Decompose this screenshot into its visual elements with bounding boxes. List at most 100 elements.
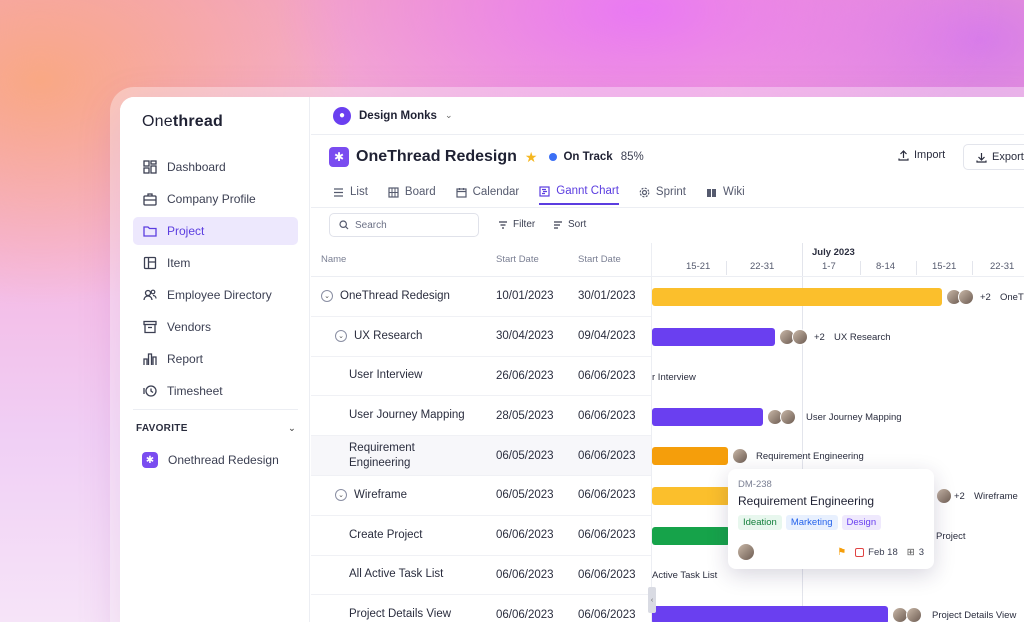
- task-meta: ⚑ Feb 18 ⊞ 3: [837, 547, 924, 558]
- view-tabs: List Board Calendar Gannt Chart Sprint W…: [333, 179, 765, 207]
- column-header-start-date[interactable]: Start Date: [496, 254, 539, 265]
- sidebar-item-item[interactable]: Item: [133, 249, 298, 277]
- status-badge[interactable]: On Track: [563, 151, 613, 163]
- star-icon[interactable]: ★: [524, 148, 538, 165]
- search-placeholder: Search: [355, 219, 387, 231]
- tab-sprint[interactable]: Sprint: [639, 179, 686, 205]
- search-input[interactable]: Search: [329, 213, 479, 237]
- favorite-section-header[interactable]: FAVORITE ⌄: [136, 423, 296, 434]
- export-button[interactable]: Export: [963, 144, 1024, 170]
- tab-gantt-chart[interactable]: Gannt Chart: [539, 179, 619, 205]
- tab-board[interactable]: Board: [388, 179, 436, 205]
- chevron-down-icon[interactable]: ⌄: [288, 423, 296, 433]
- sidebar-item-label: Vendors: [167, 320, 212, 334]
- favorite-item-label: Onethread Redesign: [168, 453, 279, 467]
- task-name: User Interview: [349, 369, 423, 382]
- sidebar-item-report[interactable]: Report: [133, 345, 298, 373]
- table-row[interactable]: ⌄ UX Research 30/04/2023 09/04/2023: [311, 317, 651, 357]
- filter-icon: [499, 220, 507, 229]
- gantt-bar-label: UX Research: [834, 332, 891, 343]
- week-separator: [726, 261, 727, 275]
- week-label: 15-21: [932, 261, 957, 272]
- task-popover[interactable]: DM-238 Requirement Engineering Ideation …: [728, 469, 934, 569]
- table-row[interactable]: User Journey Mapping 28/05/2023 06/06/2023: [311, 396, 651, 437]
- avatar: [936, 488, 952, 504]
- end-date-cell: 30/01/2023: [578, 290, 636, 303]
- download-icon: [976, 152, 987, 163]
- favorite-item-onethread-redesign[interactable]: ✱ Onethread Redesign: [142, 452, 279, 468]
- sidebar-nav: Dashboard Company Profile Project Item E…: [133, 153, 298, 409]
- workspace-switcher[interactable]: ● Design Monks ⌄: [311, 97, 1024, 135]
- favorite-heading: FAVORITE: [136, 423, 188, 434]
- task-name-cell: ⌄ UX Research: [311, 329, 487, 344]
- search-icon: [339, 220, 349, 230]
- sort-button[interactable]: Sort: [553, 219, 586, 230]
- panel-resize-handle[interactable]: ‹: [648, 587, 656, 613]
- task-name: Wireframe: [354, 488, 408, 501]
- filter-button[interactable]: Filter: [498, 219, 535, 230]
- tag-ideation[interactable]: Ideation: [738, 515, 782, 530]
- timeline-header-divider: [652, 276, 1024, 277]
- table-row[interactable]: ⌄ OneThread Redesign 10/01/2023 30/01/2023: [311, 277, 651, 317]
- sidebar-item-project[interactable]: Project: [133, 217, 298, 245]
- tab-label: Board: [404, 186, 436, 198]
- tab-label: Wiki: [722, 186, 745, 198]
- app-logo: Onethread: [142, 113, 223, 130]
- tag-marketing[interactable]: Marketing: [785, 515, 838, 530]
- sidebar-item-company-profile[interactable]: Company Profile: [133, 185, 298, 213]
- start-date-cell: 06/06/2023: [496, 529, 554, 542]
- chevron-down-icon[interactable]: ⌄: [335, 489, 347, 502]
- end-date-cell: 06/06/2023: [578, 409, 636, 422]
- gantt-bar-requirement-engineering[interactable]: [652, 447, 728, 465]
- gantt-bar-label: Project Details View: [932, 610, 1017, 621]
- table-row[interactable]: All Active Task List 06/06/2023 06/06/2023: [311, 556, 651, 596]
- sidebar-item-dashboard[interactable]: Dashboard: [133, 153, 298, 181]
- due-date: Feb 18: [868, 546, 898, 558]
- task-name: Project Details View: [349, 608, 452, 621]
- table-row[interactable]: User Interview 26/06/2023 06/06/2023: [311, 357, 651, 397]
- sidebar-item-employee-directory[interactable]: Employee Directory: [133, 281, 298, 309]
- tab-label: Gannt Chart: [556, 185, 619, 197]
- gantt-bar-user-journey-mapping[interactable]: [652, 408, 763, 426]
- calendar-icon: [455, 187, 467, 198]
- column-header-name[interactable]: Name: [321, 254, 347, 265]
- gantt-bar-onethread-redesign[interactable]: [652, 288, 942, 306]
- start-date-cell: 26/06/2023: [496, 369, 554, 382]
- chevron-down-icon[interactable]: ⌄: [321, 290, 333, 303]
- flag-icon[interactable]: ⚑: [837, 546, 847, 558]
- start-date-cell: 06/05/2023: [496, 489, 554, 502]
- end-date-cell: 09/04/2023: [578, 330, 636, 343]
- import-button[interactable]: Import: [898, 149, 945, 161]
- sidebar-item-timesheet[interactable]: Timesheet: [133, 377, 298, 405]
- column-header-end-date[interactable]: Start Date: [578, 254, 621, 265]
- start-date-cell: 28/05/2023: [496, 409, 554, 422]
- avatar: [738, 544, 754, 560]
- assignee-count: +2: [814, 332, 825, 343]
- table-row[interactable]: Create Project 06/06/2023 06/06/2023: [311, 516, 651, 556]
- tab-wiki[interactable]: Wiki: [706, 179, 745, 205]
- table-row[interactable]: ⌄ Wireframe 06/05/2023 06/06/2023: [311, 476, 651, 516]
- table-header: Name Start Date Start Date: [311, 243, 651, 277]
- task-name-cell: Requirement Engineering: [311, 441, 487, 471]
- chevron-down-icon[interactable]: ⌄: [335, 330, 347, 343]
- gantt-bar-ux-research[interactable]: [652, 328, 775, 346]
- end-date-cell: 06/06/2023: [578, 608, 636, 621]
- tab-calendar[interactable]: Calendar: [455, 179, 519, 205]
- task-name-cell: ⌄ Wireframe: [311, 488, 487, 503]
- table-row[interactable]: Requirement Engineering 06/05/2023 06/06/2…: [311, 436, 651, 476]
- week-label: 1-7: [822, 261, 836, 272]
- start-date-cell: 10/01/2023: [496, 290, 554, 303]
- status-dot: [549, 153, 558, 161]
- tab-list[interactable]: List: [333, 179, 368, 205]
- archive-icon: [143, 320, 157, 334]
- task-name-cell: Project Details View: [311, 607, 487, 622]
- import-label: Import: [914, 149, 946, 161]
- tag-design[interactable]: Design: [841, 515, 882, 530]
- gantt-bar-wireframe[interactable]: [652, 487, 730, 505]
- project-badge-icon: ✱: [329, 147, 349, 167]
- task-title: Requirement Engineering: [738, 494, 875, 508]
- sidebar-item-vendors[interactable]: Vendors: [133, 313, 298, 341]
- gantt-bar-project-details-view[interactable]: [652, 606, 888, 622]
- gantt-bar-create-project[interactable]: [652, 527, 730, 545]
- table-row[interactable]: Project Details View 06/06/2023 06/06/2023: [311, 595, 651, 622]
